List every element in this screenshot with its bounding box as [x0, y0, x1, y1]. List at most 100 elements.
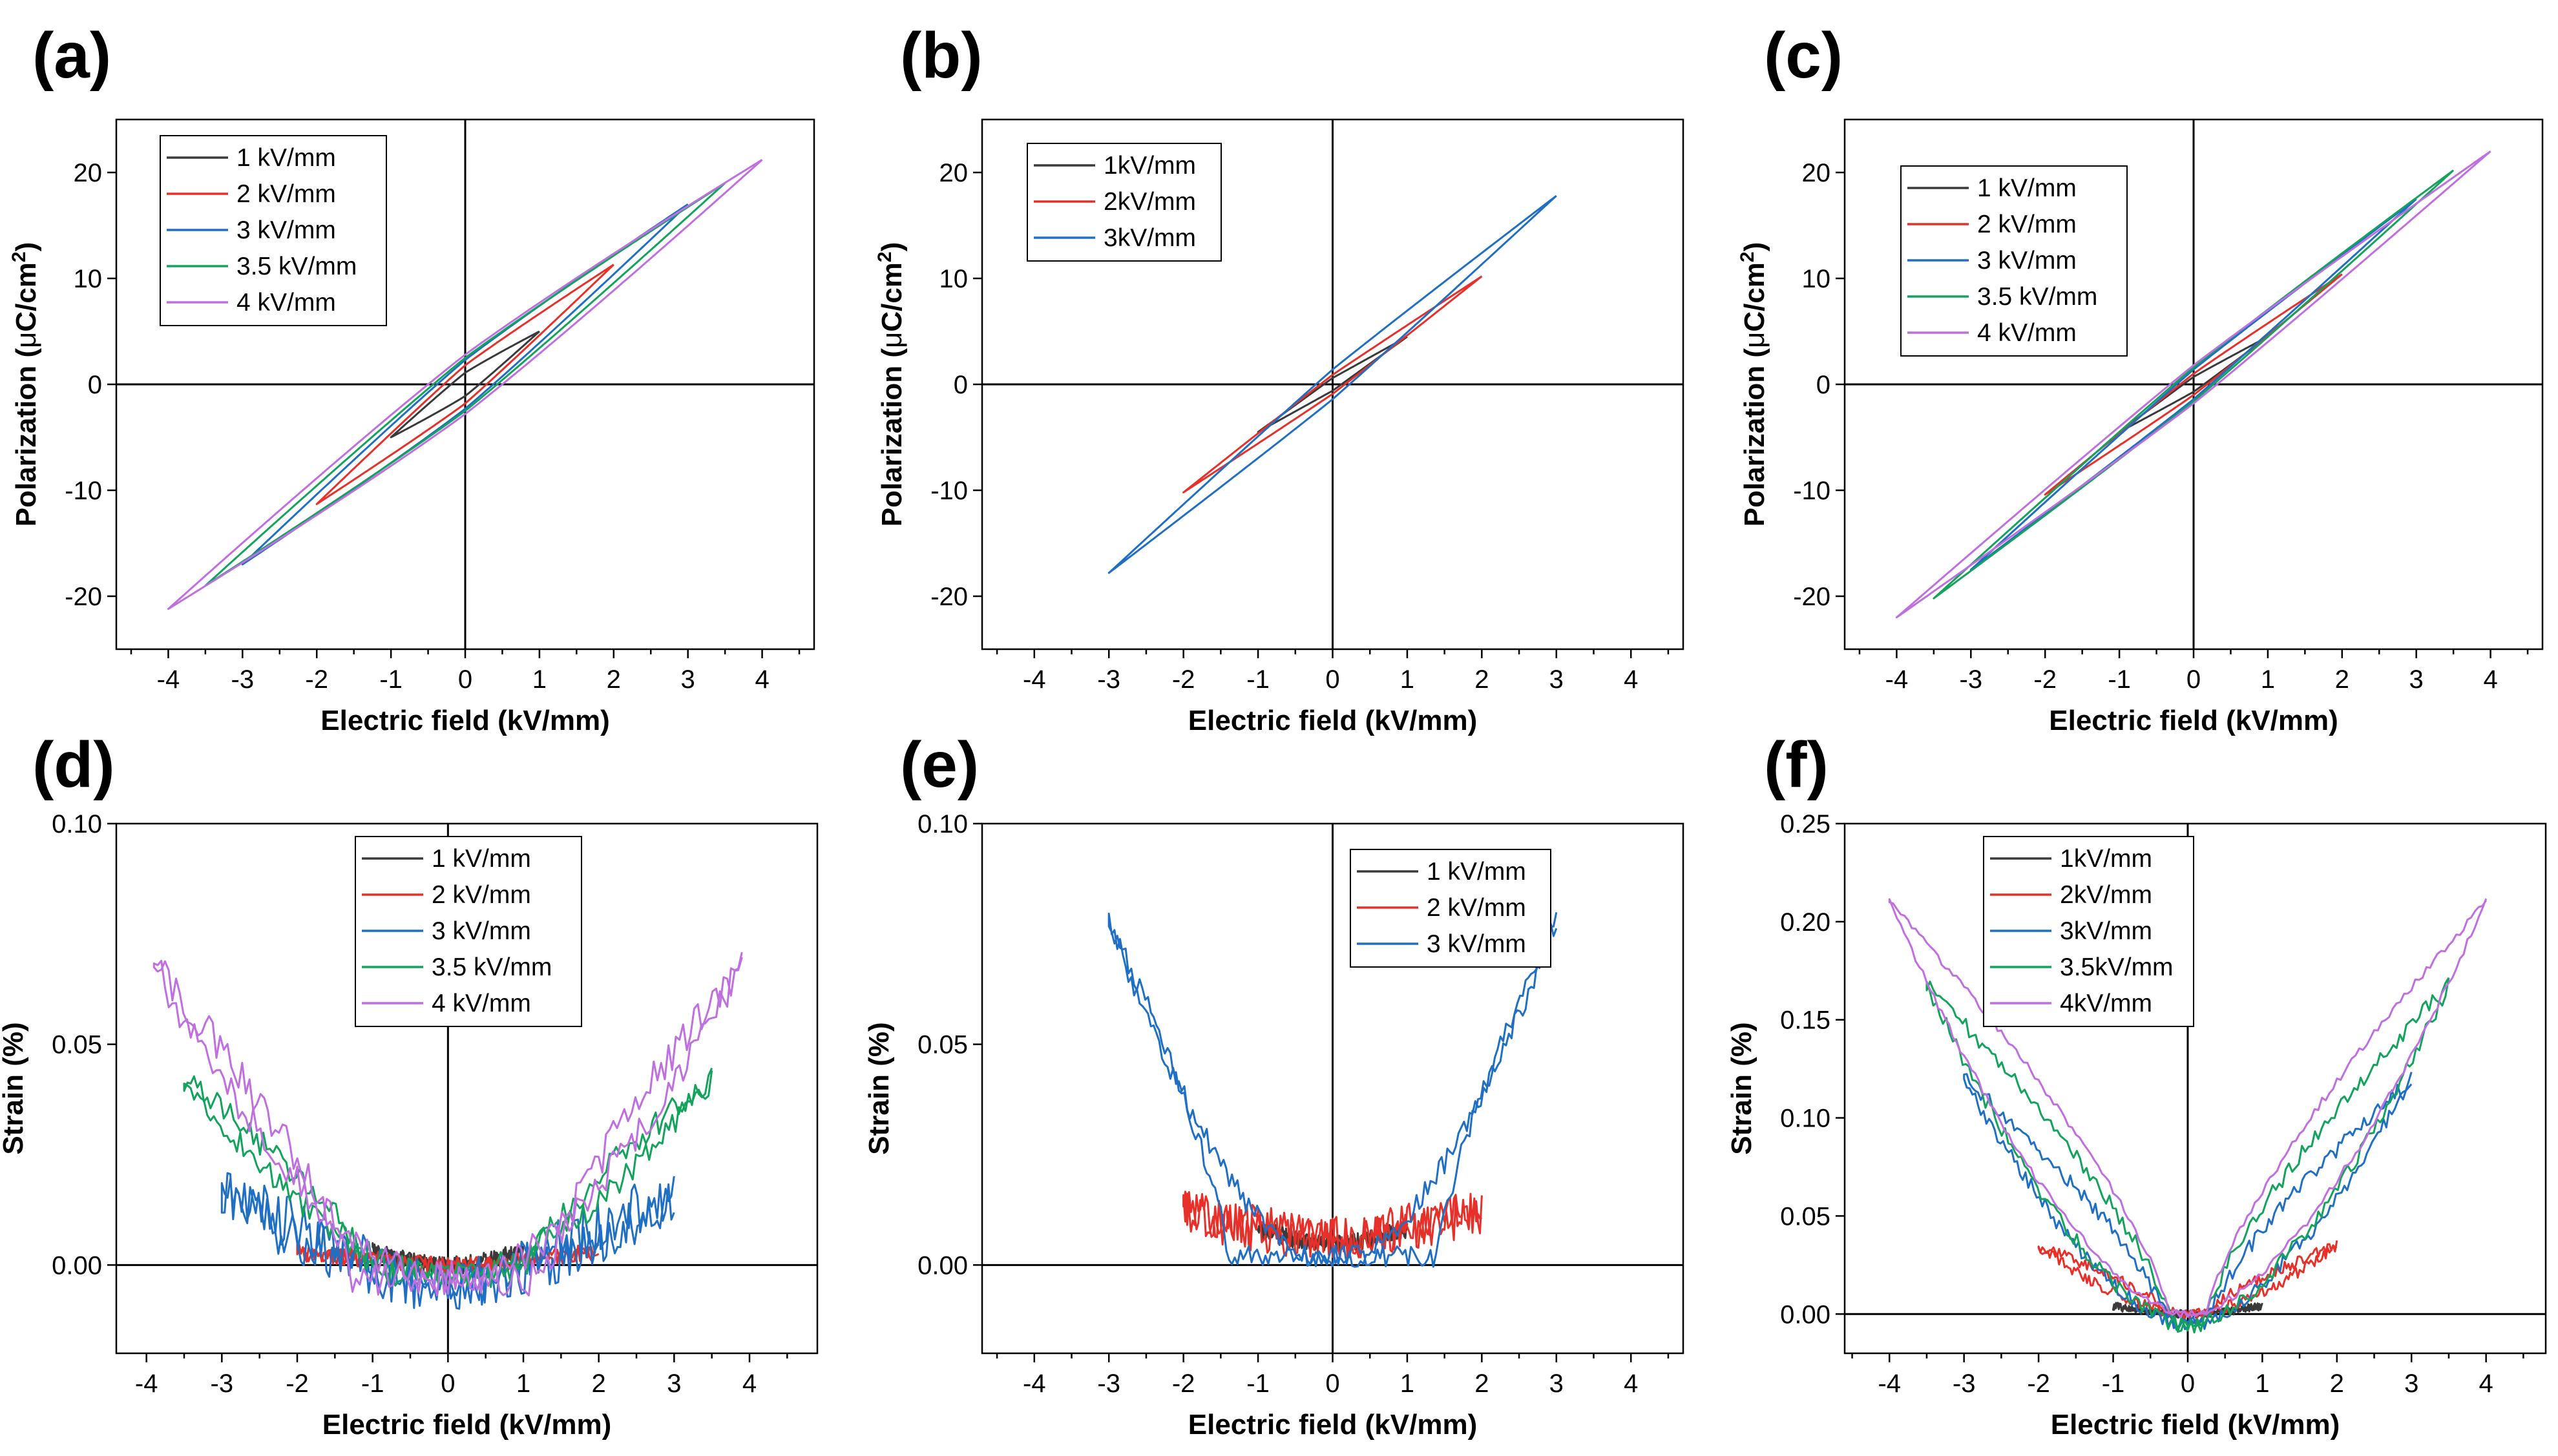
x-tick-label: 2 [592, 1369, 606, 1398]
panel-label: (a) [32, 19, 111, 92]
legend-label: 4 kV/mm [1977, 319, 2077, 347]
x-tick-label: 4 [1624, 1369, 1638, 1398]
series-line-2 [1182, 1191, 1483, 1260]
series-line-3 [1107, 912, 1558, 1268]
x-tick-label: -2 [2027, 1369, 2050, 1398]
y-tick-label: 0.20 [1780, 908, 1830, 937]
y-axis-title-close: ) [10, 242, 42, 252]
x-tick-label: -2 [305, 665, 328, 694]
legend-label: 2 kV/mm [1977, 211, 2077, 238]
y-tick-label: -10 [930, 477, 968, 505]
legend-label: 1 kV/mm [236, 144, 336, 172]
x-tick-label: -4 [135, 1369, 158, 1398]
y-axis-title-mu: μ [1739, 332, 1770, 348]
y-axis-title-sup: 2 [8, 251, 30, 262]
y-axis-title-sup: 2 [874, 251, 896, 262]
series-line-4 [1925, 977, 2450, 1334]
legend-label: 1 kV/mm [432, 845, 531, 873]
x-tick-label: 4 [1624, 665, 1638, 694]
x-tick-label: 3 [2409, 665, 2424, 694]
panel-label: (c) [1764, 19, 1843, 92]
legend-label: 3 kV/mm [432, 917, 531, 945]
y-axis-title: Strain (%) [863, 1022, 895, 1154]
x-tick-label: -2 [1172, 665, 1195, 694]
panel-label: (f) [1764, 729, 1829, 801]
legend-label: 3 kV/mm [1977, 247, 2077, 275]
x-tick-label: -1 [2102, 1369, 2125, 1398]
x-tick-label: 3 [1549, 1369, 1564, 1398]
legend-label: 3 kV/mm [236, 216, 336, 244]
x-tick-label: -4 [1023, 1369, 1046, 1398]
series-group [1888, 898, 2488, 1334]
x-tick-label: 2 [2330, 1369, 2344, 1398]
x-tick-label: -1 [361, 1369, 384, 1398]
x-tick-label: 3 [681, 665, 695, 694]
x-tick-label: 1 [2255, 1369, 2269, 1398]
y-tick-label: -20 [1793, 583, 1830, 611]
x-axis-title: Electric field (kV/mm) [2051, 1409, 2340, 1440]
x-tick-label: -4 [157, 665, 180, 694]
x-tick-label: 3 [2404, 1369, 2418, 1398]
series-line-3 [1963, 1072, 2413, 1331]
x-tick-label: 4 [755, 665, 769, 694]
plot-frame [1843, 822, 2547, 1355]
x-tick-label: -1 [2108, 665, 2131, 694]
y-tick-label: 0.00 [917, 1251, 968, 1280]
series-line-1 [1257, 335, 1408, 433]
y-axis-title: Strain (%) [0, 1022, 29, 1154]
x-tick-label: 0 [2186, 665, 2201, 694]
series-line-4 [183, 1067, 713, 1288]
x-tick-label: -2 [2033, 665, 2057, 694]
x-tick-label: -2 [286, 1369, 309, 1398]
series-group [152, 952, 743, 1310]
series-line-2 [315, 264, 614, 505]
y-tick-label: 0.10 [1780, 1105, 1830, 1133]
legend-label: 3 kV/mm [1427, 930, 1526, 958]
x-tick-label: 4 [742, 1369, 757, 1398]
y-axis-title-unit: C/cm [10, 262, 42, 332]
x-tick-label: 3 [667, 1369, 681, 1398]
series-line-1 [390, 330, 540, 439]
legend-label: 2 kV/mm [432, 881, 531, 909]
x-tick-label: 2 [1474, 665, 1489, 694]
y-tick-label: 0.10 [917, 810, 968, 838]
y-axis-title-main: Polarization ( [10, 348, 42, 527]
y-tick-label: 10 [939, 265, 969, 293]
x-axis-title: Electric field (kV/mm) [322, 1409, 611, 1440]
legend-label: 3.5kV/mm [2060, 953, 2174, 981]
series-line-5 [1895, 150, 2491, 619]
legend-label: 1 kV/mm [1977, 174, 2077, 202]
legend-label: 2kV/mm [2060, 881, 2152, 909]
x-tick-label: 1 [516, 1369, 530, 1398]
y-axis-title-unit: C/cm [1739, 262, 1770, 332]
y-axis-title-main: Polarization ( [1739, 348, 1770, 527]
y-tick-label: 0.25 [1780, 810, 1830, 838]
x-tick-label: 0 [458, 665, 472, 694]
series-group [1107, 194, 1557, 574]
series-line-5 [167, 159, 763, 610]
x-tick-label: 0 [1325, 1369, 1339, 1398]
x-tick-label: 0 [2181, 1369, 2195, 1398]
legend-label: 3.5 kV/mm [432, 953, 552, 981]
legend: 1 kV/mm 2 kV/mm 3 kV/mm 3.5 kV/mm 4 kV/mm [160, 135, 387, 326]
x-tick-label: 2 [1474, 1369, 1489, 1398]
legend: 1 kV/mm 2 kV/mm 3 kV/mm 3.5 kV/mm 4 kV/mm [355, 836, 582, 1027]
x-tick-label: 3 [1549, 665, 1564, 694]
legend-label: 2 kV/mm [1427, 894, 1526, 922]
y-axis-title: Polarization (μC/cm2) [874, 242, 908, 527]
x-tick-label: -1 [379, 665, 403, 694]
y-tick-label: 0.05 [917, 1031, 968, 1059]
legend-label: 3kV/mm [1104, 224, 1196, 252]
y-tick-label: -10 [65, 477, 102, 505]
y-tick-label: 20 [1802, 159, 1831, 187]
panel-d: (d) -4 -3 -2 -1 0 1 2 3 4 0.00 0.05 0.10 Electric fie… [0, 729, 819, 1440]
legend-label: 4 kV/mm [432, 990, 531, 1017]
x-tick-label: -4 [1885, 665, 1909, 694]
y-tick-label: 0.05 [52, 1031, 102, 1059]
x-tick-label: 2 [607, 665, 621, 694]
y-tick-label: -20 [65, 583, 102, 611]
